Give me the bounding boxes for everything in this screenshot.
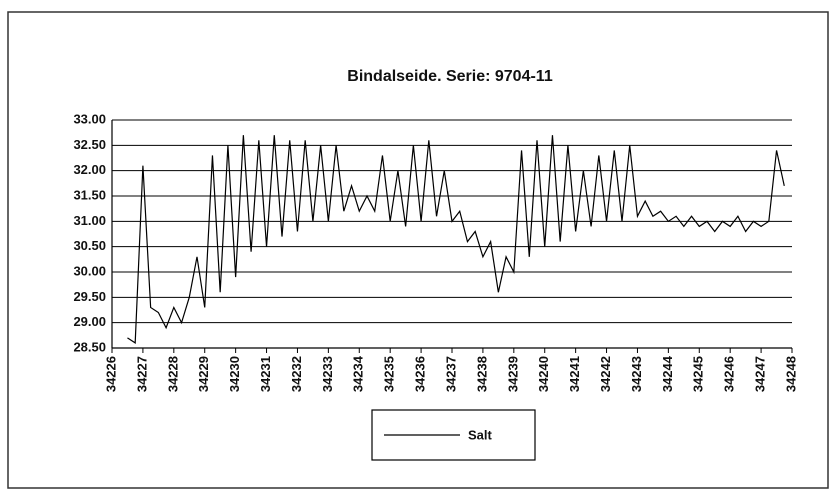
x-tick-label: 34246: [722, 356, 737, 392]
x-tick-label: 34229: [196, 356, 211, 392]
x-tick-label: 34248: [783, 356, 798, 392]
x-tick-label: 34241: [567, 356, 582, 392]
x-tick-label: 34247: [753, 356, 768, 392]
x-tick-label: 34240: [536, 356, 551, 392]
x-tick-label: 34244: [660, 355, 675, 392]
x-tick-label: 34243: [629, 356, 644, 392]
x-tick-label: 34235: [382, 356, 397, 392]
x-tick-label: 34242: [598, 356, 613, 392]
y-tick-label: 29.00: [73, 314, 106, 329]
y-tick-label: 30.00: [73, 263, 106, 278]
line: [127, 135, 785, 345]
x-tick-label: 34230: [227, 356, 242, 392]
x-tick-label: 34226: [103, 356, 118, 392]
y-tick-label: 30.50: [73, 238, 106, 253]
x-tick-label: 34237: [443, 356, 458, 392]
chart-title: Bindalseide. Serie: 9704-11: [347, 68, 553, 85]
x-tick-label: 34227: [134, 356, 149, 392]
legend-label: Salt: [468, 427, 493, 442]
y-tick-label: 28.50: [73, 339, 106, 354]
x-tick-label: 34238: [474, 356, 489, 392]
x-tick-label: 34236: [413, 356, 428, 392]
x-tick-label: 34231: [258, 356, 273, 392]
x-tick-label: 34228: [165, 356, 180, 392]
x-tick-label: 34239: [505, 356, 520, 392]
y-tick-label: 31.50: [73, 187, 106, 202]
legend: [371, 409, 536, 461]
y-tick-label: 29.50: [73, 289, 106, 304]
x-tick-label: 34245: [691, 356, 706, 392]
y-tick-label: 31.00: [73, 213, 106, 228]
x-tick-label: 34233: [320, 356, 335, 392]
x-tick-label: 34234: [351, 355, 366, 392]
frame: [7, 11, 829, 489]
x-tick-label: 34232: [289, 356, 304, 392]
y-tick-label: 32.00: [73, 162, 106, 177]
y-tick-label: 32.50: [73, 137, 106, 152]
y-tick-label: 33.00: [73, 111, 106, 126]
